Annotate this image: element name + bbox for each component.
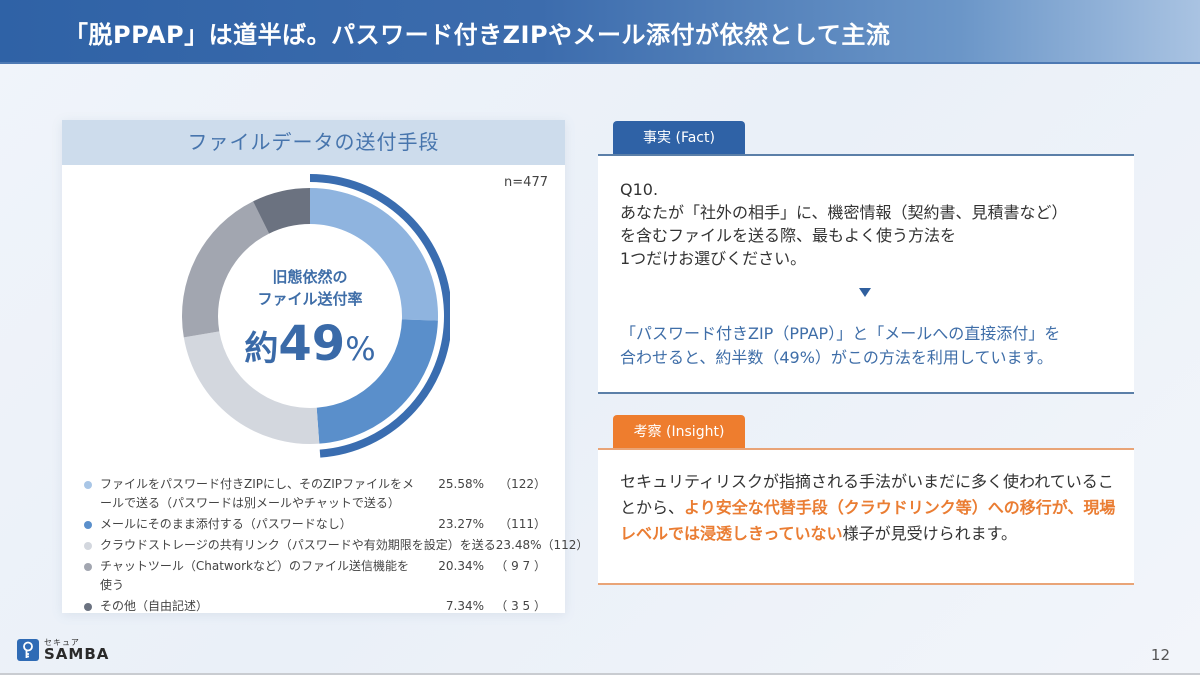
center-percentage: 約49% — [210, 316, 410, 372]
secure-samba-logo: セキュア SAMBA — [17, 638, 109, 662]
center-prefix: 約 — [244, 329, 279, 369]
legend-value: 20.34% — [438, 559, 484, 573]
legend-item: その他（自由記述） 7.34% （ 3 5 ） — [84, 597, 546, 616]
insight-text-before: セキュリティリスクが指摘される手法がいまだに多く使われていることから、 — [620, 472, 1114, 517]
question-line: あなたが「社外の相手」に、機密情報（契約書、見積書など） — [620, 203, 1068, 222]
question-number: Q10. — [620, 180, 659, 199]
legend-value: 23.48% — [495, 538, 542, 552]
fact-panel: Q10. あなたが「社外の相手」に、機密情報（契約書、見積書など） を含むファイ… — [598, 154, 1134, 394]
legend-dot-icon — [84, 603, 92, 611]
donut-segment — [310, 188, 438, 321]
bottom-divider — [0, 673, 1200, 675]
logo-kana: セキュア — [44, 638, 80, 647]
legend-count: （ 3 5 ） — [495, 599, 546, 613]
legend-count: （ 9 7 ） — [495, 559, 546, 573]
legend-dot-icon — [84, 542, 92, 550]
legend-value: 23.27% — [438, 517, 484, 531]
insight-panel: セキュリティリスクが指摘される手法がいまだに多く使われていることから、より安全な… — [598, 448, 1134, 585]
fact-conclusion: 「パスワード付きZIP（PPAP）」と「メールへの直接添付」を 合わせると、約半… — [620, 322, 1120, 370]
insight-text: セキュリティリスクが指摘される手法がいまだに多く使われていることから、より安全な… — [620, 469, 1120, 547]
question-line: 1つだけお選びください。 — [620, 249, 807, 268]
donut-segment — [182, 201, 270, 338]
highlight-arc — [309, 174, 450, 458]
insight-text-after: 様子が見受けられます。 — [842, 524, 1017, 543]
donut-segment — [316, 319, 438, 444]
slide-title: 「脱PPAP」は道半ば。パスワード付きZIPやメール添付が依然として主流 — [64, 21, 891, 49]
legend-count: （112） — [541, 538, 589, 552]
legend-item: メールにそのまま添付する（パスワードなし） 23.27% （111） — [84, 515, 546, 534]
donut-center-label: 旧態依然の ファイル送付率 約49% — [210, 266, 410, 372]
chart-card-title: ファイルデータの送付手段 — [62, 120, 565, 165]
key-logo-icon — [17, 639, 39, 661]
legend-label: ファイルをパスワード付きZIPにし、そのZIPファイルをメールで送る（パスワード… — [100, 477, 414, 510]
center-line2: ファイル送付率 — [257, 290, 363, 308]
center-suffix: % — [345, 330, 376, 368]
page-number: 12 — [1150, 646, 1170, 664]
legend-count: （122） — [499, 477, 546, 491]
legend-item: クラウドストレージの共有リンク（パスワードや有効期限を設定）を送る 23.48%… — [84, 536, 588, 555]
legend-label: メールにそのまま添付する（パスワードなし） — [100, 517, 352, 531]
legend-dot-icon — [84, 481, 92, 489]
center-line1: 旧態依然の — [272, 268, 348, 286]
legend-count: （111） — [499, 517, 546, 531]
insight-highlight: より安全な代替手段（クラウドリンク等）への移行が、現場レベルでは浸透しきっていな… — [620, 498, 1116, 543]
arrow-down-icon — [859, 288, 871, 297]
sample-size-label: n=477 — [504, 175, 548, 190]
legend-value: 7.34% — [445, 599, 484, 613]
fact-tab: 事実 (Fact) — [613, 121, 745, 155]
legend-dot-icon — [84, 521, 92, 529]
legend-item: ファイルをパスワード付きZIPにし、そのZIPファイルをメールで送る（パスワード… — [84, 475, 546, 513]
logo-brand: SAMBA — [44, 645, 110, 663]
chart-legend: ファイルをパスワード付きZIPにし、そのZIPファイルをメールで送る（パスワード… — [84, 475, 588, 618]
legend-label: その他（自由記述） — [100, 599, 209, 613]
legend-item: チャットツール（Chatworkなど）のファイル送信機能を使う 20.34% （… — [84, 557, 546, 595]
center-number: 49 — [278, 316, 346, 372]
legend-label: チャットツール（Chatworkなど）のファイル送信機能を使う — [100, 559, 409, 592]
question-text: Q10. あなたが「社外の相手」に、機密情報（契約書、見積書など） を含むファイ… — [620, 178, 1068, 270]
legend-label: クラウドストレージの共有リンク（パスワードや有効期限を設定）を送る — [100, 538, 496, 552]
legend-dot-icon — [84, 563, 92, 571]
question-line: を含むファイルを送る際、最もよく使う方法を — [620, 226, 957, 245]
donut-segments — [182, 188, 438, 444]
conclusion-line: 「パスワード付きZIP（PPAP）」と「メールへの直接添付」を — [620, 324, 1061, 343]
donut-segment — [183, 331, 320, 444]
conclusion-line: 合わせると、約半数（49%）がこの方法を利用しています。 — [620, 348, 1053, 367]
insight-tab: 考察 (Insight) — [613, 415, 745, 449]
chart-card: ファイルデータの送付手段 n=477 旧態依然の ファイル送付率 約49% ファ… — [62, 120, 588, 613]
donut-segment — [253, 188, 310, 234]
donut-chart — [182, 174, 450, 458]
legend-value: 25.58% — [438, 477, 484, 491]
title-bar: 「脱PPAP」は道半ば。パスワード付きZIPやメール添付が依然として主流 — [0, 0, 1200, 64]
